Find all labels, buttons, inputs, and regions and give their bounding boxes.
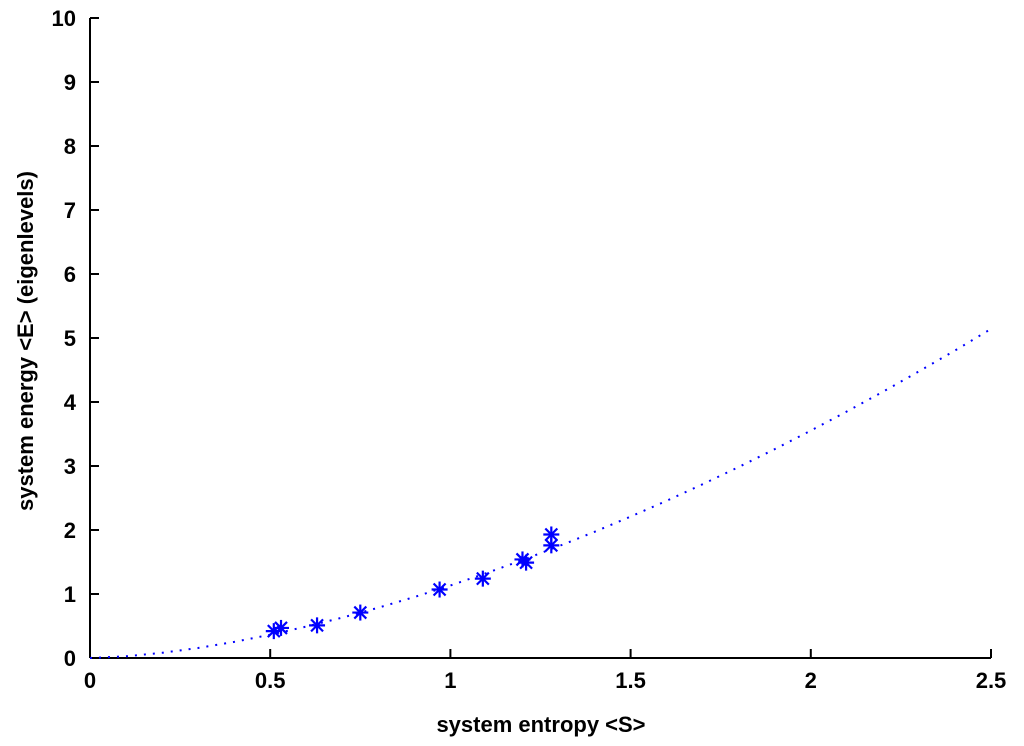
fit-curve-line: [89, 328, 992, 659]
data-point: [474, 570, 491, 587]
y-tick-label: 5: [64, 326, 76, 351]
y-tick-label: 1: [64, 582, 76, 607]
axes: [89, 17, 992, 659]
data-point: [543, 526, 560, 543]
x-tick-label: 1.5: [615, 668, 646, 693]
y-tick-label: 4: [64, 390, 77, 415]
y-tick-label: 9: [64, 70, 76, 95]
data-point: [352, 604, 369, 621]
x-tick-label: 0.5: [255, 668, 286, 693]
x-tick-label: 0: [84, 668, 96, 693]
data-point: [431, 581, 448, 598]
x-axis-title: system entropy <S>: [436, 712, 645, 737]
y-tick-label: 7: [64, 198, 76, 223]
y-tick-label: 3: [64, 454, 76, 479]
fit-curve: [89, 328, 992, 659]
x-tick-label: 2.5: [976, 668, 1007, 693]
data-point: [273, 619, 290, 636]
data-point: [543, 537, 560, 554]
y-tick-label: 0: [64, 646, 76, 671]
tick-labels: 0 0.5 1 1.5 2 2.5 0 1 2 3 4 5 6 7 8 9 10: [52, 6, 1007, 693]
y-tick-label: 10: [52, 6, 76, 31]
x-tick-label: 2: [805, 668, 817, 693]
y-tick-label: 6: [64, 262, 76, 287]
x-tick-label: 1: [444, 668, 456, 693]
data-point: [309, 617, 326, 634]
y-tick-label: 2: [64, 518, 76, 543]
data-markers: [265, 526, 560, 640]
y-axis-title: system energy <E> (eigenlevels): [13, 171, 38, 511]
y-tick-label: 8: [64, 134, 76, 159]
data-point: [518, 554, 535, 571]
